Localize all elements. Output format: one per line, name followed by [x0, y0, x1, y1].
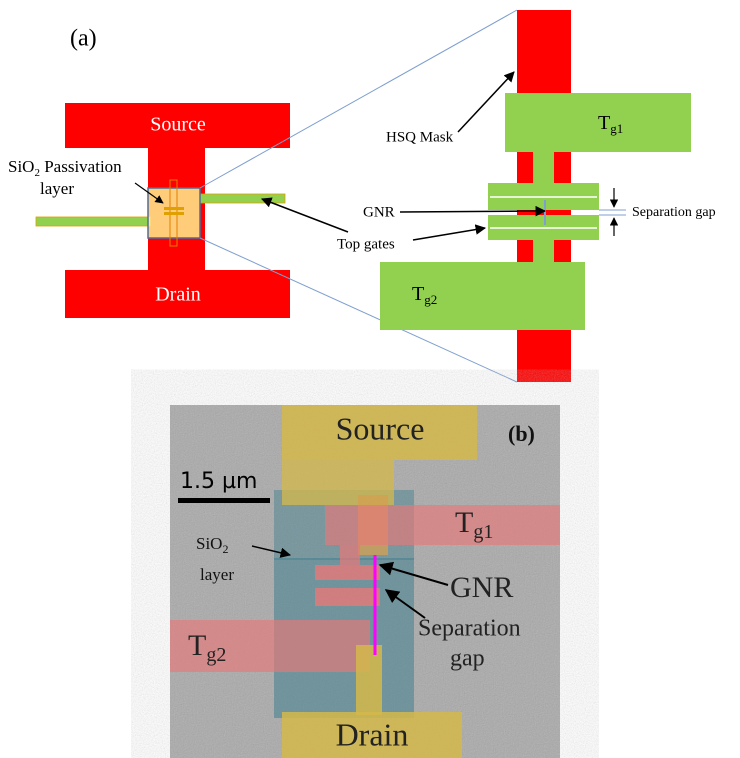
gate-line — [200, 194, 285, 203]
drain-label: Drain — [336, 716, 409, 752]
top-gate — [315, 565, 380, 580]
tg2-pad — [380, 262, 585, 330]
source-label: Source — [336, 410, 425, 446]
gap-label: Separation — [418, 616, 521, 642]
arrow — [262, 199, 348, 232]
mini-gate — [164, 212, 184, 215]
gnr-label: GNR — [363, 204, 395, 220]
mini-gate — [164, 207, 184, 210]
panel-label: (a) — [70, 26, 97, 52]
panel-b: Source Drain (b) 1.5 µm Tg1 Tg2 SiO2 lay… — [170, 405, 560, 758]
scale-bar — [178, 498, 270, 503]
gate-line — [36, 217, 150, 226]
zoom-line — [200, 10, 517, 188]
figure: (a) Source Drain SiO2 Passivation layer … — [0, 0, 740, 758]
source-label: Source — [150, 114, 206, 136]
scale-bar-label: 1.5 µm — [180, 469, 257, 494]
top-gate — [315, 588, 380, 606]
gap-label-2: gap — [450, 646, 485, 672]
gate-stem — [340, 545, 360, 565]
gate-stem — [533, 240, 554, 264]
gate-stem — [533, 152, 554, 185]
tg1-pad — [325, 505, 560, 545]
top-gates-label: Top gates — [337, 236, 395, 252]
passivation-label-2: layer — [40, 179, 74, 198]
gnr-label: GNR — [450, 571, 513, 604]
drain-label: Drain — [155, 284, 201, 306]
sio2-label-2: layer — [200, 565, 234, 584]
passivation-label: SiO2 Passivation — [8, 157, 122, 179]
panel-a: (a) Source Drain SiO2 Passivation layer … — [8, 10, 716, 382]
arrow — [400, 211, 545, 212]
arrow — [413, 228, 485, 240]
drain-neck — [356, 645, 382, 715]
hsq-label: HSQ Mask — [386, 129, 454, 145]
gap-label: Separation gap — [632, 205, 716, 220]
panel-label: (b) — [508, 421, 535, 446]
